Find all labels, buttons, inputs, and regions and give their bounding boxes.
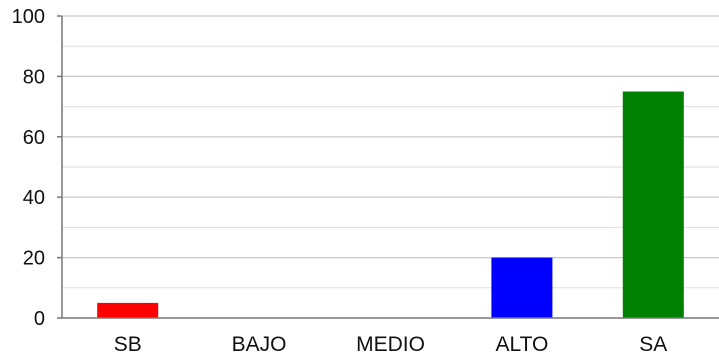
x-tick-labels: SB BAJO MEDIO ALTO SA [114,333,668,353]
bars [97,91,684,318]
y-tick-label: 100 [12,6,45,28]
y-tick-label: 60 [23,127,45,149]
x-tick-label: SB [114,333,142,353]
x-tick-label: SA [639,333,667,353]
y-tick-label: 80 [23,66,45,88]
y-tick-label: 40 [23,187,45,209]
x-tick-label: ALTO [495,333,548,353]
y-tick-label: 20 [23,248,45,270]
axes [57,15,719,319]
bar-sb [97,302,159,318]
x-tick-label: MEDIO [356,333,425,353]
bar-alto [491,257,553,318]
y-tick-labels: 0 20 40 60 80 100 [12,6,45,330]
y-tick-label: 0 [34,308,45,330]
x-tick-label: BAJO [232,333,287,353]
gridlines [62,15,719,289]
bar-sa [622,91,684,318]
